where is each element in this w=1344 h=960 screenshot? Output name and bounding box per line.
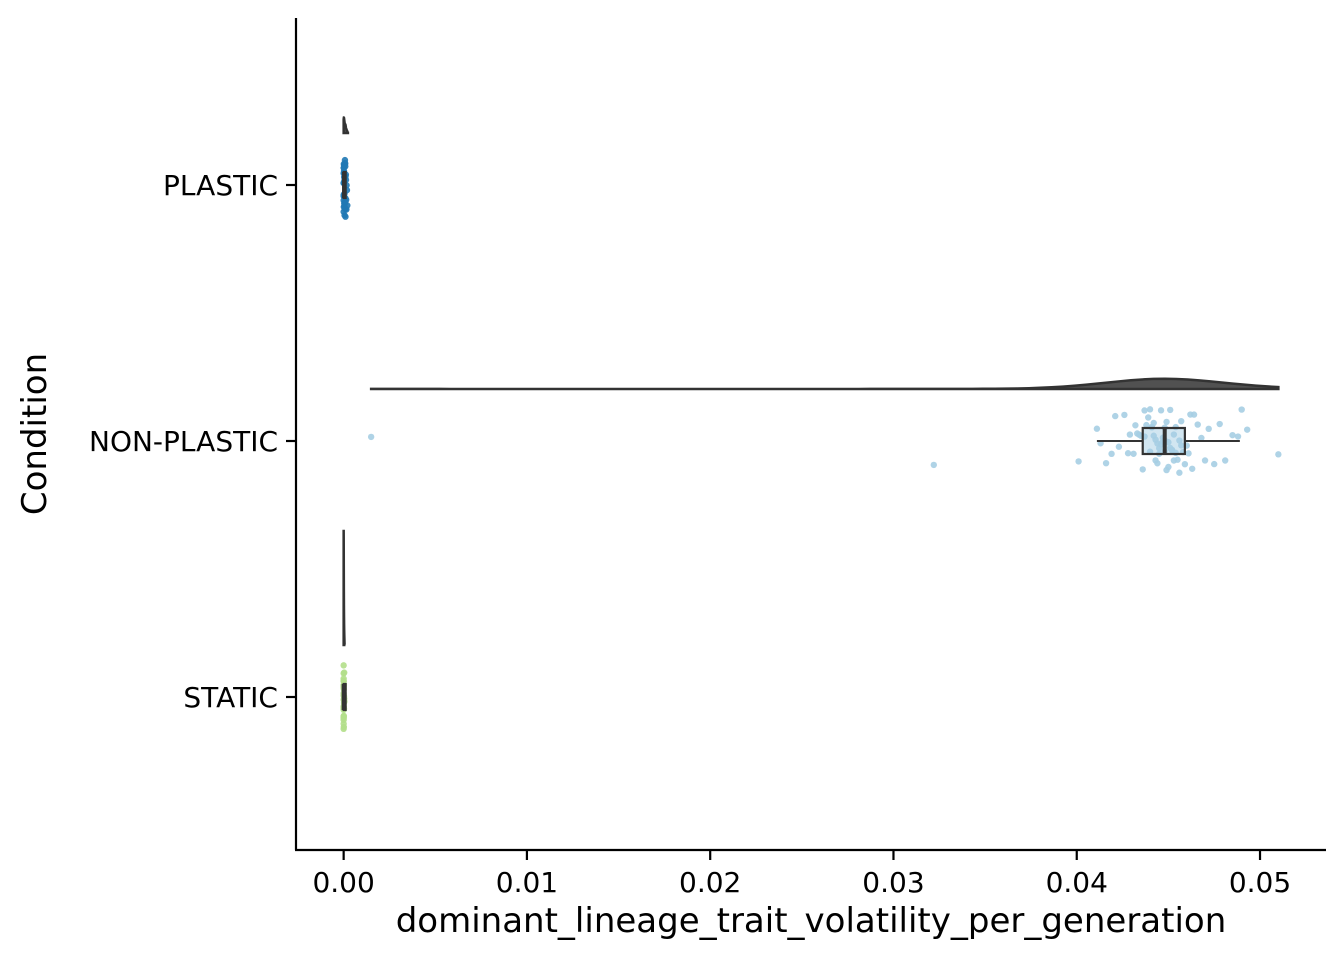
data-point [340,713,347,720]
data-point [1190,411,1198,418]
data-point [1181,460,1189,468]
x-axis-title: dominant_lineage_trait_volatility_per_ge… [396,901,1227,941]
data-point [1145,414,1152,421]
data-point [341,669,348,676]
data-point [1194,421,1201,428]
data-point [1201,457,1209,464]
y-tick-label: NON-PLASTIC [89,425,278,458]
violin-static [342,529,346,647]
data-point [1185,450,1192,457]
data-point [1167,406,1174,414]
data-point [1126,431,1134,438]
data-point [1139,466,1146,473]
data-point [1115,443,1123,450]
data-point [342,198,349,205]
y-ticks: PLASTIC NON-PLASTIC STATIC [89,169,296,714]
data-point [1112,412,1119,420]
data-point [1174,456,1181,463]
x-tick-label: 0.02 [679,866,741,899]
data-point [1132,422,1139,429]
data-point [1102,459,1110,467]
data-point [1178,417,1185,425]
data-point [1243,426,1251,433]
data-point [1198,434,1205,442]
data-point [1108,450,1115,458]
data-point [1216,420,1223,428]
data-point [1143,421,1150,429]
x-tick-label: 0.04 [1046,866,1108,899]
data-point [1075,458,1082,465]
data-point [1130,450,1137,457]
points-layer [340,156,1282,733]
x-tick-label: 0.00 [312,866,374,899]
data-point [1121,411,1128,419]
data-point [367,433,375,441]
axes-layer [294,18,1326,852]
data-point [1189,465,1196,472]
y-tick-label: STATIC [183,681,278,714]
x-tick-label: 0.03 [862,866,924,899]
data-point [1154,460,1161,467]
data-point [1234,433,1242,440]
data-point [1124,450,1132,457]
data-point [1238,406,1245,413]
data-point [1093,425,1101,432]
data-point [1163,418,1170,426]
data-point [1141,407,1148,414]
x-tick-label: 0.05 [1229,866,1291,899]
data-point [1221,457,1229,464]
data-point [340,677,347,684]
data-point [341,212,348,219]
data-point [930,461,937,469]
data-point [1176,469,1183,476]
data-point [1211,460,1218,468]
violin-layer [342,116,1280,647]
x-ticks: 0.00 0.01 0.02 0.03 0.04 0.05 [312,850,1291,899]
y-tick-label: PLASTIC [163,169,278,202]
violin-non-plastic [369,377,1280,391]
data-point [1146,406,1154,413]
violin-plastic [342,116,350,135]
data-point [1205,425,1212,433]
data-point [340,662,347,669]
data-point [1150,419,1157,427]
y-axis-title: Condition [15,353,55,515]
data-point [340,164,348,171]
data-point [340,723,348,731]
boxplot-layer [341,170,1240,712]
data-point [1229,431,1236,439]
x-tick-label: 0.01 [496,866,558,899]
data-point [1157,407,1165,414]
data-point [1275,451,1282,458]
data-point [1165,463,1172,471]
